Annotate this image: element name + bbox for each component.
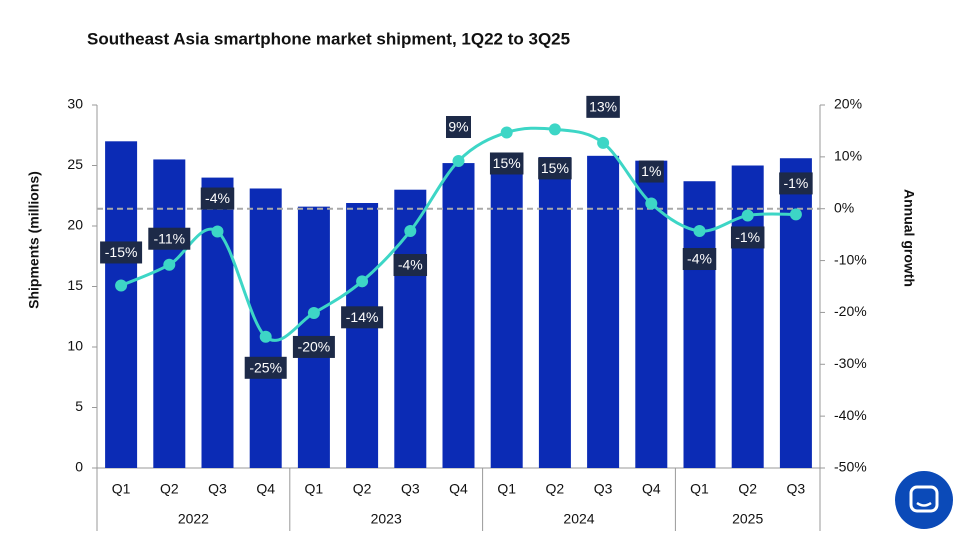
label-box [730,226,765,249]
x-group-label: 2022 [178,511,209,527]
data-label: -4% [205,190,230,206]
x-tick-label: Q2 [353,481,372,497]
label-box [779,172,813,195]
chart-title: Southeast Asia smartphone market shipmen… [87,29,570,48]
label-box [200,187,235,210]
x-tick-label: Q1 [497,481,516,497]
y2-axis-title: Annual growth [901,189,917,287]
data-label: 15% [541,160,569,176]
bar [346,203,379,468]
x-group-label: 2024 [563,511,594,527]
bar [683,181,716,469]
y2-tick-label: -50% [834,459,867,475]
x-tick-label: Q1 [690,481,709,497]
y2-tick-label: -10% [834,251,867,267]
growth-point [356,275,369,288]
chat-circle[interactable] [895,471,953,529]
data-label: -11% [153,230,185,246]
growth-point [452,155,465,168]
y2-tick-label: 10% [834,148,862,164]
y-tick-label: 30 [67,96,83,112]
x-tick-label: Q4 [642,481,661,497]
data-label: 15% [493,155,521,171]
x-tick-label: Q3 [208,481,227,497]
y2-tick-label: 0% [834,199,854,215]
label-box [148,227,191,250]
x-tick-label: Q4 [449,481,468,497]
bar [587,155,620,468]
y-tick-label: 10 [67,338,83,354]
x-tick-label: Q2 [160,481,179,497]
growth-point [645,197,658,210]
growth-point [500,126,513,139]
chat-icon[interactable] [909,485,939,513]
data-label: 9% [448,119,468,135]
y-tick-label: 20 [67,217,83,233]
growth-point [789,208,802,221]
label-box [586,95,620,118]
x-tick-label: Q1 [112,481,131,497]
bar [249,188,282,469]
data-label: -14% [346,309,379,325]
bar [490,154,523,469]
bar [153,159,186,468]
growth-point [115,279,128,292]
label-box [446,116,471,139]
data-label: 13% [589,99,617,115]
growth-point [597,136,610,149]
growth-point [307,306,320,319]
y-tick-label: 0 [75,459,83,475]
bar [538,157,571,468]
x-group-label: 2025 [732,511,763,527]
x-tick-label: Q4 [256,481,275,497]
growth-point [693,225,706,238]
x-group-label: 2023 [371,511,402,527]
label-box [638,160,664,183]
x-tick-label: Q3 [594,481,613,497]
y-tick-label: 15 [67,277,83,293]
growth-point [163,258,176,271]
y-tick-label: 5 [75,398,83,414]
data-label: -20% [298,339,331,355]
x-tick-label: Q2 [738,481,757,497]
y2-tick-label: 20% [834,96,862,112]
label-box [393,254,428,277]
label-box [100,241,143,264]
growth-point [741,209,754,222]
data-label: -1% [735,229,760,245]
chat-smile[interactable] [916,501,932,507]
y-axis-title: Shipments (millions) [26,171,42,309]
bar [779,158,812,469]
data-label: -4% [398,257,423,273]
y-tick-label: 25 [67,156,83,172]
y2-tick-label: -40% [834,407,867,423]
x-tick-label: Q1 [305,481,324,497]
label-box [244,356,287,379]
growth-point [548,123,561,136]
data-label: -4% [687,251,712,267]
data-label: 1% [641,163,661,179]
data-label: -15% [105,244,138,260]
label-box [292,335,335,358]
label-box [538,157,572,180]
growth-line [120,126,796,342]
bar [105,141,138,469]
x-tick-label: Q3 [401,481,420,497]
data-label: -25% [249,360,282,376]
growth-point [404,225,417,238]
chat-button[interactable] [895,471,953,529]
bar [442,163,475,468]
label-box [341,306,384,329]
growth-point [259,330,272,343]
x-tick-label: Q2 [546,481,565,497]
label-box [682,248,717,271]
y2-tick-label: -20% [834,303,867,319]
y2-tick-label: -30% [834,355,867,371]
bar [201,177,234,468]
growth-point [211,225,224,238]
label-box [489,152,524,175]
data-label: -1% [783,175,808,191]
x-tick-label: Q3 [787,481,806,497]
